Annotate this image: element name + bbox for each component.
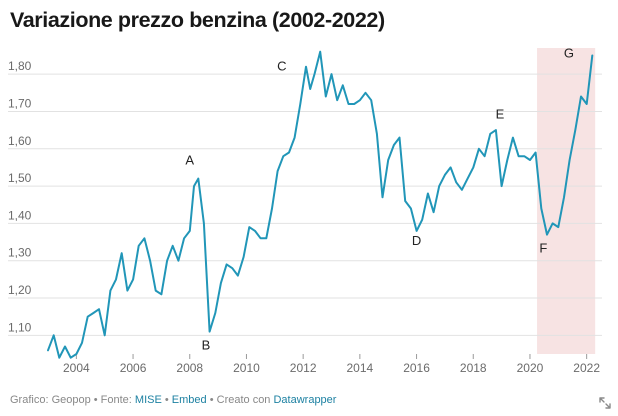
series-line xyxy=(47,50,594,359)
embed-link[interactable]: Embed xyxy=(171,394,207,406)
footer-sep-2: • Creato con xyxy=(206,394,274,406)
chart-title: Variazione prezzo benzina (2002-2022) xyxy=(10,8,385,32)
highlight-layer xyxy=(537,48,596,354)
x-tick-label: 2006 xyxy=(120,361,147,375)
footer: Grafico: Geopop • Fonte: MISE • Embed • … xyxy=(10,394,336,406)
y-tick-label: 1,20 xyxy=(8,283,32,297)
series-layer xyxy=(47,50,594,359)
footer-sep-1: • xyxy=(161,394,172,406)
annotation-label: G xyxy=(564,45,574,60)
y-axis-ticks: 1,10 1,20 1,30 1,40 1,50 1,60 1,70 1,80 xyxy=(8,59,32,334)
annotation-label: C xyxy=(277,58,286,73)
y-tick-label: 1,50 xyxy=(8,171,32,185)
annotation-label: D xyxy=(412,233,421,248)
y-tick-label: 1,70 xyxy=(8,96,32,110)
x-tick-label: 2020 xyxy=(517,361,544,375)
annotations: A B C D E F G xyxy=(185,45,574,352)
x-tick-label: 2010 xyxy=(233,361,260,375)
x-axis-ticks: 2004 2006 2008 2010 2012 2014 2016 2018 2020 2022 xyxy=(63,354,600,375)
annotation-label: A xyxy=(185,153,194,168)
x-tick-label: 2008 xyxy=(176,361,203,375)
x-tick-label: 2016 xyxy=(403,361,430,375)
x-tick-label: 2014 xyxy=(347,361,374,375)
footer-prefix: Grafico: Geopop • Fonte: xyxy=(10,394,135,406)
annotation-label: E xyxy=(496,106,505,121)
y-tick-label: 1,60 xyxy=(8,134,32,148)
y-tick-label: 1,40 xyxy=(8,208,32,222)
x-tick-label: 2004 xyxy=(63,361,90,375)
y-tick-label: 1,10 xyxy=(8,320,32,334)
x-tick-label: 2018 xyxy=(460,361,487,375)
y-tick-label: 1,30 xyxy=(8,246,32,260)
x-tick-label: 2022 xyxy=(573,361,600,375)
expand-icon[interactable] xyxy=(599,397,611,409)
highlight-band xyxy=(537,48,596,354)
source-link[interactable]: MISE xyxy=(134,394,162,406)
annotation-label: B xyxy=(202,338,211,353)
datawrapper-link[interactable]: Datawrapper xyxy=(273,394,337,406)
annotation-label: F xyxy=(539,241,547,256)
x-tick-label: 2012 xyxy=(290,361,317,375)
gridlines xyxy=(8,73,602,336)
y-tick-label: 1,80 xyxy=(8,59,32,73)
